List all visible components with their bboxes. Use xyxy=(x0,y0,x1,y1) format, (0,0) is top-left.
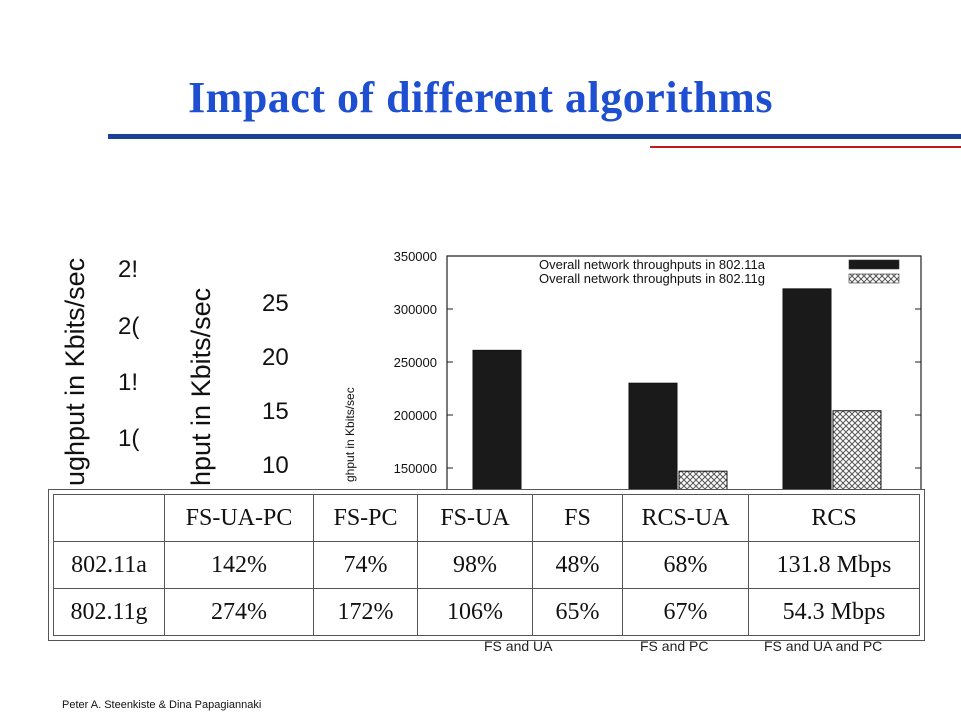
left-fragment-tick: 1! xyxy=(118,369,139,396)
plot-frame xyxy=(446,255,922,490)
table-cell: 131.8 Mbps xyxy=(748,541,920,589)
bar xyxy=(782,288,832,490)
title-rule-blue xyxy=(108,134,961,139)
middle-fragment-tick: 25 xyxy=(262,290,289,317)
y-axis-label: ghput in Kbits/sec xyxy=(343,387,357,482)
throughput-bar-chart: 150000 200000 250000 300000 350000 ghput in K… xyxy=(343,249,922,490)
table-cell: 106% xyxy=(417,588,533,636)
table-cell: 802.11g xyxy=(53,588,165,636)
table-row: 802.11a 142% 74% 98% 48% 68% 131.8 Mbps xyxy=(53,541,920,589)
table-row: 802.11g 274% 172% 106% 65% 67% 54.3 Mbps xyxy=(53,588,920,636)
table-header-cell: FS-PC xyxy=(313,494,418,542)
legend-swatch xyxy=(848,259,900,270)
y-tick-label: 350000 xyxy=(394,249,437,264)
table-cell: 65% xyxy=(532,588,623,636)
improvement-table: FS-UA-PC FS-PC FS-UA FS RCS-UA RCS 802.1… xyxy=(53,494,920,636)
table-cell: 274% xyxy=(164,588,314,636)
table-cell: 48% xyxy=(532,541,623,589)
middle-fragment-tick: 10 xyxy=(262,452,289,479)
legend-label: Overall network throughputs in 802.11g xyxy=(539,271,765,286)
x-category-label: FS and PC xyxy=(640,638,709,654)
table-header-cell: FS xyxy=(532,494,623,542)
bar xyxy=(472,349,522,490)
table-cell: 67% xyxy=(622,588,749,636)
table-header-cell: RCS xyxy=(748,494,920,542)
table-header-cell: RCS-UA xyxy=(622,494,749,542)
table-header-row: FS-UA-PC FS-PC FS-UA FS RCS-UA RCS xyxy=(53,494,920,542)
legend-label: Overall network throughputs in 802.11a xyxy=(539,257,766,272)
slide-footer: Peter A. Steenkiste & Dina Papagiannaki xyxy=(62,699,262,711)
legend-swatch xyxy=(848,273,900,284)
table-cell: 54.3 Mbps xyxy=(748,588,920,636)
improvement-table-panel: FS-UA-PC FS-PC FS-UA FS RCS-UA RCS 802.1… xyxy=(48,489,925,641)
left-fragment-tick: 2( xyxy=(118,313,140,340)
middle-fragment-tick: 20 xyxy=(262,344,289,371)
table-cell: 802.11a xyxy=(53,541,165,589)
bar xyxy=(832,410,882,490)
table-cell: 98% xyxy=(417,541,533,589)
y-tick-label: 200000 xyxy=(394,408,437,423)
x-category-label: FS and UA xyxy=(484,638,553,654)
table-cell: 74% xyxy=(313,541,418,589)
y-tick-label: 150000 xyxy=(394,461,437,476)
x-category-label: FS and UA and PC xyxy=(764,638,883,654)
middle-fragment-tick: 15 xyxy=(262,398,289,425)
bar xyxy=(678,470,728,490)
left-fragment-tick: 2! xyxy=(118,256,139,283)
table-header-cell xyxy=(53,494,165,542)
title-rule-red xyxy=(650,146,961,148)
bar xyxy=(628,382,678,490)
table-cell: 172% xyxy=(313,588,418,636)
y-tick-label: 300000 xyxy=(394,302,437,317)
table-header-cell: FS-UA-PC xyxy=(164,494,314,542)
table-cell: 142% xyxy=(164,541,314,589)
left-fragment-tick: 1( xyxy=(118,425,140,452)
middle-fragment-ylabel: hput in Kbits/sec xyxy=(186,287,216,486)
left-fragment-ylabel: ughput in Kbits/sec xyxy=(60,257,90,486)
table-header-cell: FS-UA xyxy=(417,494,533,542)
table-cell: 68% xyxy=(622,541,749,589)
y-tick-label: 250000 xyxy=(394,355,437,370)
slide-title: Impact of different algorithms xyxy=(188,73,773,122)
